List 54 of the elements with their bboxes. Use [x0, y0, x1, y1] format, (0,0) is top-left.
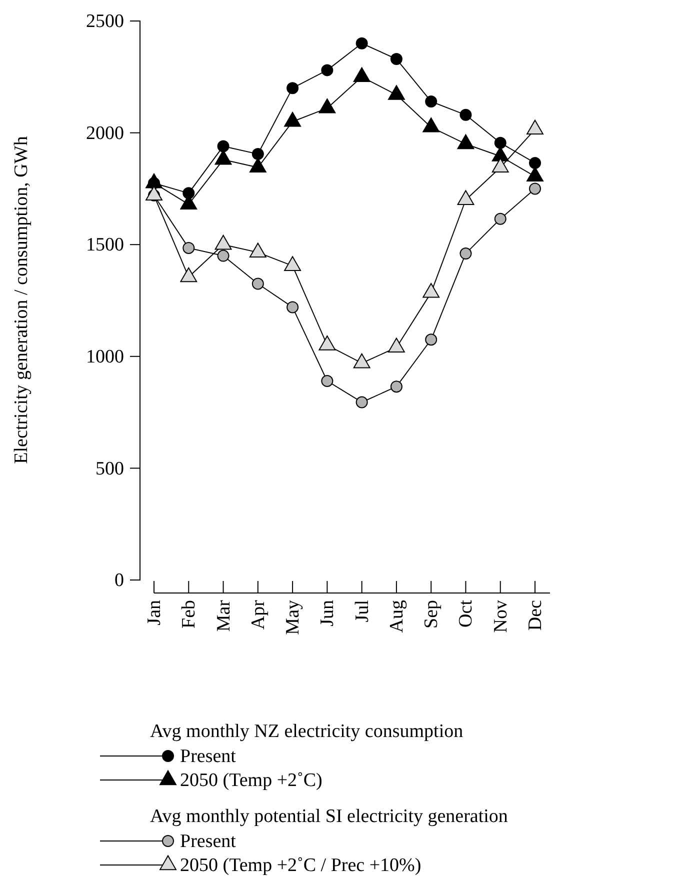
y-tick-label: 0 [114, 570, 124, 592]
y-tick-label: 500 [96, 458, 124, 480]
point [422, 118, 440, 132]
point [457, 190, 474, 205]
x-tick-label: Jul [352, 600, 373, 622]
x-tick-label: Jan [144, 600, 165, 626]
point [390, 380, 402, 393]
point [425, 334, 438, 346]
x-tick-label: Mar [213, 599, 234, 632]
legend-label: 2050 (Temp +2˚C / Prec +10%) [180, 855, 422, 876]
point [492, 146, 509, 162]
x-tick-label: Sep [421, 600, 442, 628]
text: Avg monthly potential SI electricity generation [150, 806, 508, 827]
y-axis-title: Electricity generation / consumption, GWh [11, 136, 32, 464]
point [353, 67, 370, 82]
y-tick-label: 2000 [86, 122, 124, 144]
legend-label: 2050 (Temp +2˚C) [180, 770, 322, 791]
x-tick-label: Aug [386, 600, 408, 633]
y-tick-label: 1500 [86, 234, 124, 256]
point [492, 158, 509, 173]
x-tick-label: Dec [525, 600, 546, 631]
y-tick-label: 2500 [86, 11, 124, 32]
y-tick-label: 1000 [86, 346, 124, 368]
point [388, 85, 405, 100]
point [249, 158, 266, 173]
point [182, 242, 195, 254]
point [180, 267, 198, 282]
point [457, 134, 474, 150]
legend-label: Present [180, 831, 237, 852]
point [353, 353, 370, 368]
point [249, 242, 266, 258]
point [146, 186, 162, 201]
point [284, 112, 302, 127]
x-tick-label: Apr [248, 599, 269, 630]
x-tick-label: Jun [317, 600, 338, 626]
point [526, 166, 544, 182]
x-tick-label: May [282, 600, 304, 635]
x-tick-label: Oct [456, 599, 477, 628]
point [252, 278, 264, 290]
point [526, 120, 544, 135]
x-tick-label: Feb [178, 600, 200, 628]
point [214, 234, 232, 250]
point [388, 338, 405, 353]
legend-label: Present [180, 746, 237, 767]
point [422, 282, 440, 298]
point [321, 375, 334, 387]
point [286, 301, 299, 314]
point [356, 396, 368, 408]
point [318, 336, 336, 350]
point [146, 173, 162, 188]
point [318, 98, 336, 114]
x-tick-label: Nov [490, 600, 512, 633]
point [284, 256, 302, 271]
text: Avg monthly NZ electricity consumption [150, 721, 464, 742]
